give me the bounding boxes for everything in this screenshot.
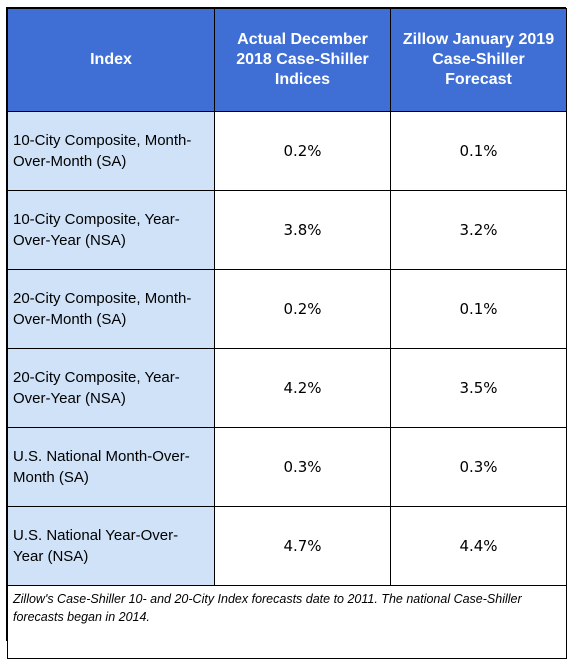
forecast-value: 0.3% <box>390 427 567 507</box>
table-row: 20-City Composite, Year-Over-Year (NSA) … <box>7 348 567 428</box>
header-forecast: Zillow January 2019 Case-Shiller Forecas… <box>390 8 567 112</box>
table-row: 20-City Composite, Month-Over-Month (SA)… <box>7 269 567 349</box>
forecast-value: 0.1% <box>390 111 567 191</box>
forecast-table-container: Index Actual December 2018 Case-Shiller … <box>6 7 567 659</box>
table-row: 10-City Composite, Month-Over-Month (SA)… <box>7 111 567 191</box>
header-actual: Actual December 2018 Case-Shiller Indice… <box>214 8 391 112</box>
row-label: U.S. National Year-Over-Year (NSA) <box>7 506 215 586</box>
forecast-value: 0.1% <box>390 269 567 349</box>
header-row: Index Actual December 2018 Case-Shiller … <box>7 8 567 112</box>
footnote-row: Zillow's Case-Shiller 10- and 20-City In… <box>7 585 567 659</box>
table-row: U.S. National Year-Over-Year (NSA) 4.7% … <box>7 506 567 586</box>
row-label: 10-City Composite, Month-Over-Month (SA) <box>7 111 215 191</box>
actual-value: 0.3% <box>214 427 391 507</box>
row-label: U.S. National Month-Over-Month (SA) <box>7 427 215 507</box>
forecast-value: 4.4% <box>390 506 567 586</box>
actual-value: 3.8% <box>214 190 391 270</box>
forecast-value: 3.2% <box>390 190 567 270</box>
row-label: 20-City Composite, Month-Over-Month (SA) <box>7 269 215 349</box>
case-shiller-table: Index Actual December 2018 Case-Shiller … <box>7 8 567 659</box>
table-row: U.S. National Month-Over-Month (SA) 0.3%… <box>7 427 567 507</box>
actual-value: 4.2% <box>214 348 391 428</box>
row-label: 10-City Composite, Year-Over-Year (NSA) <box>7 190 215 270</box>
actual-value: 0.2% <box>214 269 391 349</box>
forecast-value: 3.5% <box>390 348 567 428</box>
header-index: Index <box>7 8 215 112</box>
actual-value: 0.2% <box>214 111 391 191</box>
footnote: Zillow's Case-Shiller 10- and 20-City In… <box>7 585 567 659</box>
actual-value: 4.7% <box>214 506 391 586</box>
table-row: 10-City Composite, Year-Over-Year (NSA) … <box>7 190 567 270</box>
row-label: 20-City Composite, Year-Over-Year (NSA) <box>7 348 215 428</box>
